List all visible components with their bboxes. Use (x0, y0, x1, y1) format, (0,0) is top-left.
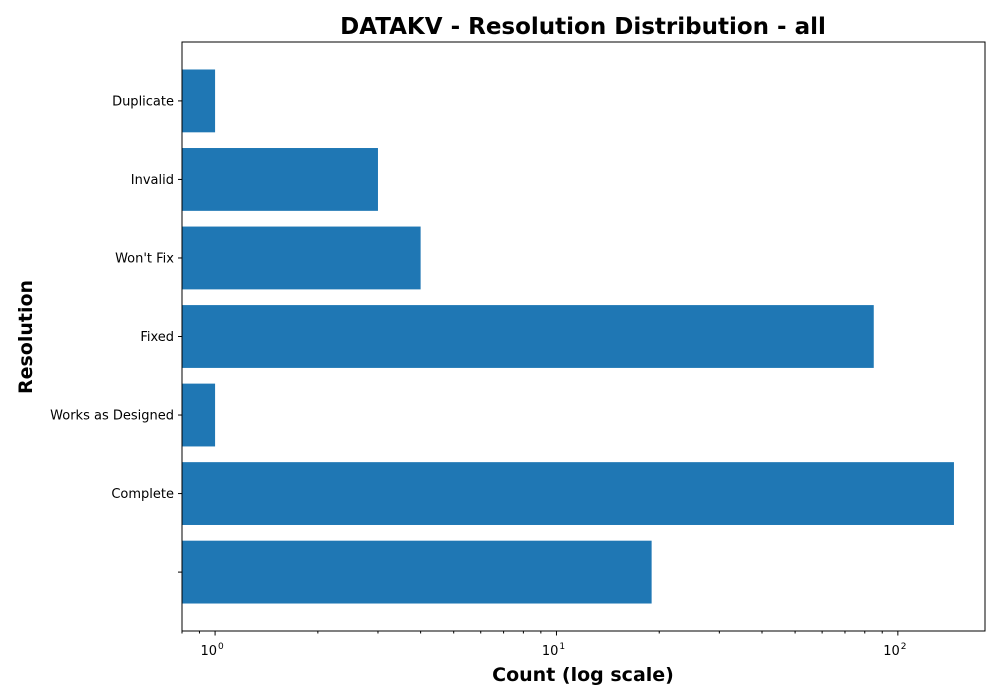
y-tick-label-5: Complete (111, 487, 174, 502)
x-tick-label-2: 102 (883, 642, 906, 659)
y-tick-label-2: Won't Fix (115, 251, 174, 266)
bar-4 (182, 383, 216, 447)
plot-frame (181, 41, 986, 632)
x-axis-label: Count (log scale) (492, 664, 674, 686)
x-axis-ticks: 100 101 102 (181, 631, 906, 659)
bar-0 (182, 69, 216, 133)
bar-6 (182, 540, 652, 604)
y-tick-label-3: Fixed (140, 330, 174, 345)
x-tick-label-1: 101 (542, 642, 565, 659)
y-tick-label-4: Works as Designed (50, 409, 174, 424)
y-axis-ticks: Duplicate Invalid Won't Fix Fixed Works as D… (50, 94, 182, 573)
y-axis-label: Resolution (15, 280, 37, 394)
bars-group (182, 69, 954, 604)
bar-2 (182, 226, 421, 290)
bar-3 (182, 305, 874, 368)
x-tick-label-0: 100 (200, 642, 224, 659)
y-tick-label-1: Invalid (131, 173, 174, 188)
bar-5 (182, 462, 954, 525)
chart-title: DATAKV - Resolution Distribution - all (340, 14, 826, 40)
bar-1 (182, 148, 378, 211)
y-tick-label-0: Duplicate (112, 94, 174, 109)
